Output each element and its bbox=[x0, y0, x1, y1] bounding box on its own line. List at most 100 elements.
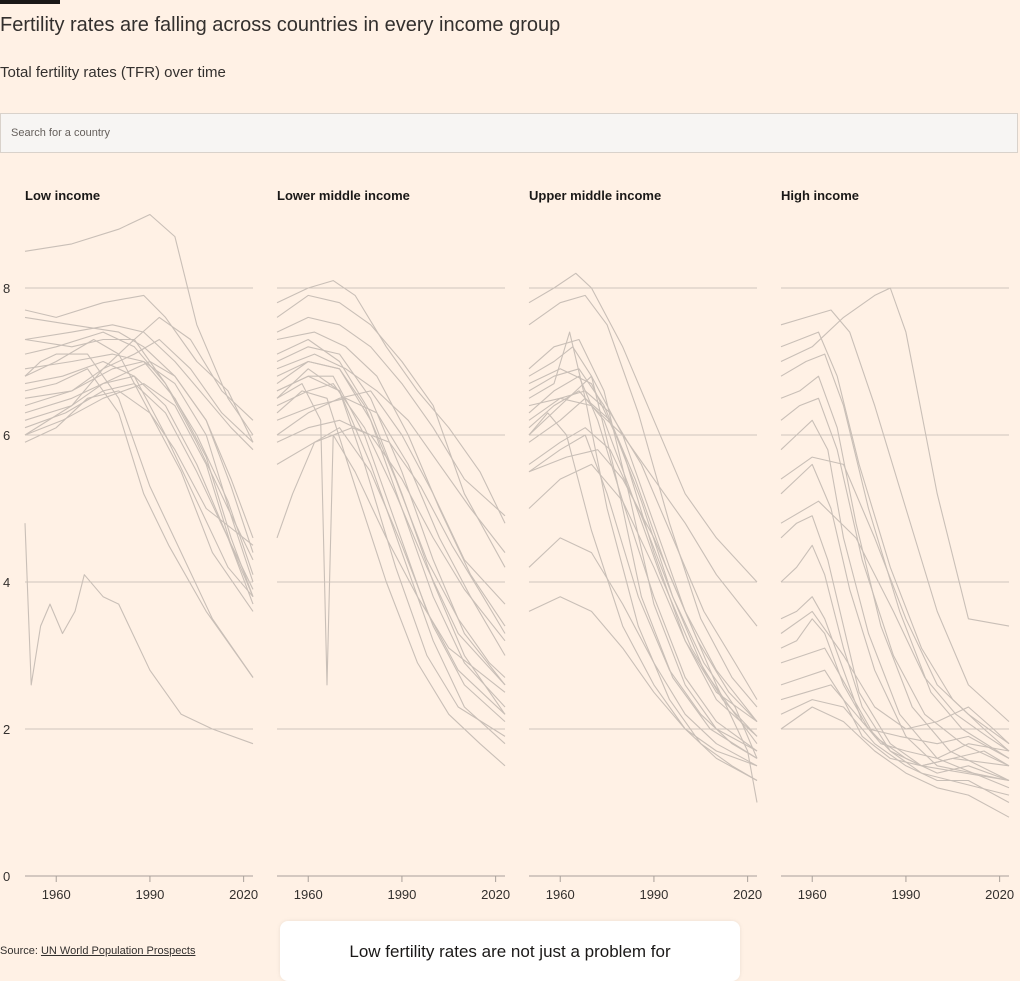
series-line-10[interactable] bbox=[780, 618, 1010, 759]
x-tick-label-1960: 1960 bbox=[294, 887, 323, 902]
series-line-8[interactable] bbox=[24, 360, 254, 539]
series-line-10[interactable] bbox=[24, 383, 254, 597]
story-card-text: Low fertility rates are not just a probl… bbox=[349, 942, 671, 961]
page-subtitle: Total fertility rates (TFR) over time bbox=[0, 64, 226, 81]
series-line-0[interactable] bbox=[528, 272, 758, 583]
series-line-1[interactable] bbox=[276, 294, 506, 568]
series-line-16[interactable] bbox=[780, 610, 1010, 745]
series-line-11[interactable] bbox=[528, 434, 758, 759]
series-line-19[interactable] bbox=[780, 397, 1010, 767]
series-line-13[interactable] bbox=[780, 684, 1010, 759]
series-line-16[interactable] bbox=[528, 338, 758, 752]
series-line-2[interactable] bbox=[528, 346, 758, 759]
series-line-8[interactable] bbox=[528, 368, 758, 722]
series-line-8[interactable] bbox=[276, 390, 506, 605]
series-line-2[interactable] bbox=[24, 316, 254, 553]
series-line-1[interactable] bbox=[528, 294, 758, 708]
series-line-9[interactable] bbox=[24, 383, 254, 590]
series-line-13[interactable] bbox=[24, 338, 254, 443]
series-line-16[interactable] bbox=[24, 338, 254, 546]
series-line-14[interactable] bbox=[528, 596, 758, 767]
top-accent-bar bbox=[0, 0, 60, 4]
series-line-7[interactable] bbox=[24, 360, 254, 583]
series-line-18[interactable] bbox=[24, 353, 254, 678]
story-card: Low fertility rates are not just a probl… bbox=[280, 921, 740, 981]
series-line-6[interactable] bbox=[276, 383, 506, 686]
series-line-9[interactable] bbox=[528, 397, 758, 627]
series-line-6[interactable] bbox=[528, 397, 758, 745]
x-tick-label-1960: 1960 bbox=[42, 887, 71, 902]
series-line-18[interactable] bbox=[780, 456, 1010, 745]
series-line-8[interactable] bbox=[780, 544, 1010, 796]
series-line-9[interactable] bbox=[276, 353, 506, 553]
x-tick-label-2020: 2020 bbox=[985, 887, 1014, 902]
series-line-5[interactable] bbox=[276, 375, 506, 715]
series-line-17[interactable] bbox=[24, 368, 254, 678]
series-line-15[interactable] bbox=[528, 427, 758, 759]
series-line-17[interactable] bbox=[528, 390, 758, 700]
source-note: Source: UN World Population Prospects bbox=[0, 945, 195, 957]
series-line-15[interactable] bbox=[780, 706, 1010, 818]
panel-title: Lower middle income bbox=[277, 188, 410, 203]
series-line-14[interactable] bbox=[24, 324, 254, 451]
series-line-13[interactable] bbox=[528, 537, 758, 767]
series-line-1[interactable] bbox=[780, 309, 1010, 723]
x-tick-label-2020: 2020 bbox=[733, 887, 762, 902]
panel-title: High income bbox=[781, 188, 859, 203]
series-line-10[interactable] bbox=[528, 375, 758, 722]
series-line-12[interactable] bbox=[276, 390, 506, 767]
series-line-0[interactable] bbox=[780, 287, 1010, 627]
y-tick-label-2: 2 bbox=[3, 722, 10, 737]
panel-1: Lower middle income 1960 1990 2020 bbox=[276, 188, 510, 902]
series-line-4[interactable] bbox=[780, 375, 1010, 781]
series-line-7[interactable] bbox=[528, 412, 758, 781]
x-tick-label-2020: 2020 bbox=[481, 887, 510, 902]
series-line-14[interactable] bbox=[780, 699, 1010, 803]
source-link[interactable]: UN World Population Prospects bbox=[40, 945, 196, 957]
series-line-4[interactable] bbox=[528, 375, 758, 752]
series-line-16[interactable] bbox=[276, 427, 506, 723]
series-line-5[interactable] bbox=[780, 419, 1010, 789]
x-tick-label-2020: 2020 bbox=[229, 887, 258, 902]
panel-0: Low income 1960 1990 2020 bbox=[24, 188, 258, 902]
series-line-18[interactable] bbox=[276, 375, 506, 737]
x-tick-label-1990: 1990 bbox=[387, 887, 416, 902]
source-prefix: Source: bbox=[0, 945, 41, 957]
panel-title: Upper middle income bbox=[529, 188, 661, 203]
series-line-10[interactable] bbox=[276, 338, 506, 715]
x-tick-label-1960: 1960 bbox=[546, 887, 575, 902]
series-line-7[interactable] bbox=[276, 397, 506, 656]
x-tick-label-1990: 1990 bbox=[639, 887, 668, 902]
panel-title: Low income bbox=[25, 188, 100, 203]
panel-2: Upper middle income 1960 1990 2020 bbox=[528, 188, 762, 902]
series-line-2[interactable] bbox=[780, 331, 1010, 752]
series-line-17[interactable] bbox=[780, 500, 1010, 752]
series-line-1[interactable] bbox=[24, 294, 254, 443]
series-line-4[interactable] bbox=[276, 360, 506, 708]
x-tick-label-1990: 1990 bbox=[891, 887, 920, 902]
series-line-19[interactable] bbox=[528, 368, 758, 737]
series-line-17[interactable] bbox=[276, 316, 506, 517]
y-tick-label-4: 4 bbox=[3, 575, 10, 590]
series-line-11[interactable] bbox=[24, 390, 254, 612]
series-line-7[interactable] bbox=[780, 515, 1010, 782]
x-tick-label-1990: 1990 bbox=[135, 887, 164, 902]
series-line-12[interactable] bbox=[780, 669, 1010, 767]
y-tick-label-0: 0 bbox=[3, 869, 10, 884]
country-search-input[interactable] bbox=[0, 113, 1018, 153]
series-line-3[interactable] bbox=[528, 331, 758, 781]
series-line-13[interactable] bbox=[276, 360, 506, 678]
series-line-19[interactable] bbox=[276, 383, 506, 693]
panel-3: High income 1960 1990 2020 bbox=[780, 188, 1014, 902]
series-line-3[interactable] bbox=[276, 346, 506, 686]
series-line-12[interactable] bbox=[24, 375, 254, 598]
series-line-19[interactable] bbox=[24, 523, 254, 745]
series-line-11[interactable] bbox=[276, 368, 506, 745]
series-line-18[interactable] bbox=[528, 449, 758, 803]
y-tick-label-8: 8 bbox=[3, 281, 10, 296]
series-line-0[interactable] bbox=[276, 280, 506, 524]
series-line-14[interactable] bbox=[276, 419, 506, 642]
series-line-3[interactable] bbox=[780, 353, 1010, 759]
series-line-15[interactable] bbox=[24, 316, 254, 436]
